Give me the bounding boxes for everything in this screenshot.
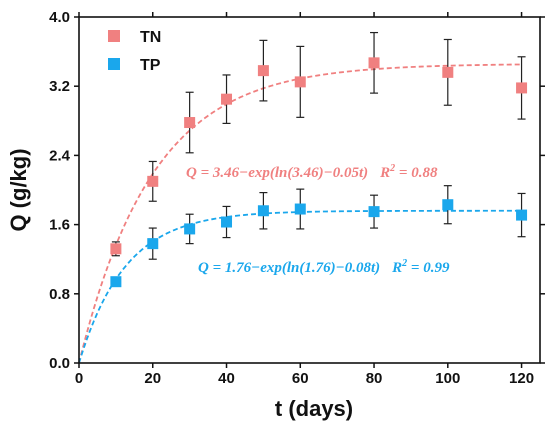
y-tick-label: 0.8 xyxy=(49,286,70,303)
tp-data-point xyxy=(442,199,454,211)
tp-data-point xyxy=(147,238,159,250)
tp-data-point xyxy=(516,209,528,221)
tn-data-point xyxy=(147,175,159,187)
tp-data-point xyxy=(368,206,380,218)
tn-data-point xyxy=(516,82,528,94)
tn-data-point xyxy=(110,243,122,255)
legend-label-tn: TN xyxy=(140,29,161,46)
x-tick-label: 60 xyxy=(292,370,309,387)
fit-equations: Q = 3.46−exp(ln(3.46)−0.05t) R2 = 0.88 Q =… xyxy=(186,163,450,276)
plot-frame xyxy=(78,16,541,364)
x-axis-title: t (days) xyxy=(275,396,353,421)
x-tick-label: 20 xyxy=(144,370,161,387)
tp-data-point xyxy=(294,203,306,215)
y-tick-label: 0.0 xyxy=(49,355,70,372)
axes: 0 20 40 60 80 100 120 0.0 0.8 1.6 2.4 3.2 4.0 xyxy=(49,9,545,387)
y-tick-label: 2.4 xyxy=(49,147,71,164)
x-tick-label: 100 xyxy=(435,370,460,387)
tp-fit-equation: Q = 1.76−exp(ln(1.76)−0.08t) R2 = 0.99 xyxy=(198,258,450,276)
tn-data-point xyxy=(442,66,454,78)
legend-marker-tp xyxy=(108,58,120,70)
tn-fit-equation: Q = 3.46−exp(ln(3.46)−0.05t) R2 = 0.88 xyxy=(186,163,438,181)
y-axis-title: Q (g/kg) xyxy=(6,148,31,231)
tp-data-point xyxy=(110,276,122,288)
tp-fit-curve xyxy=(78,209,522,364)
y-tick-label: 3.2 xyxy=(49,78,70,95)
x-tick-label: 40 xyxy=(218,370,235,387)
legend-label-tp: TP xyxy=(140,57,161,74)
plot-area xyxy=(78,31,528,364)
tn-data-point xyxy=(257,65,269,77)
y-tick-label: 1.6 xyxy=(49,217,70,234)
y-tick-label: 4.0 xyxy=(49,9,70,26)
x-tick-label: 0 xyxy=(75,370,83,387)
tp-data-point xyxy=(184,223,196,235)
tn-data-point xyxy=(294,76,306,88)
legend: TN TP xyxy=(108,29,161,74)
legend-marker-tn xyxy=(108,30,120,42)
tn-data-point xyxy=(368,57,380,69)
tn-data-point xyxy=(184,117,196,129)
x-tick-label: 120 xyxy=(509,370,534,387)
tp-data-point xyxy=(221,216,233,228)
x-tick-label: 80 xyxy=(366,370,383,387)
tn-data-point xyxy=(221,93,233,105)
tp-data-point xyxy=(257,205,269,217)
